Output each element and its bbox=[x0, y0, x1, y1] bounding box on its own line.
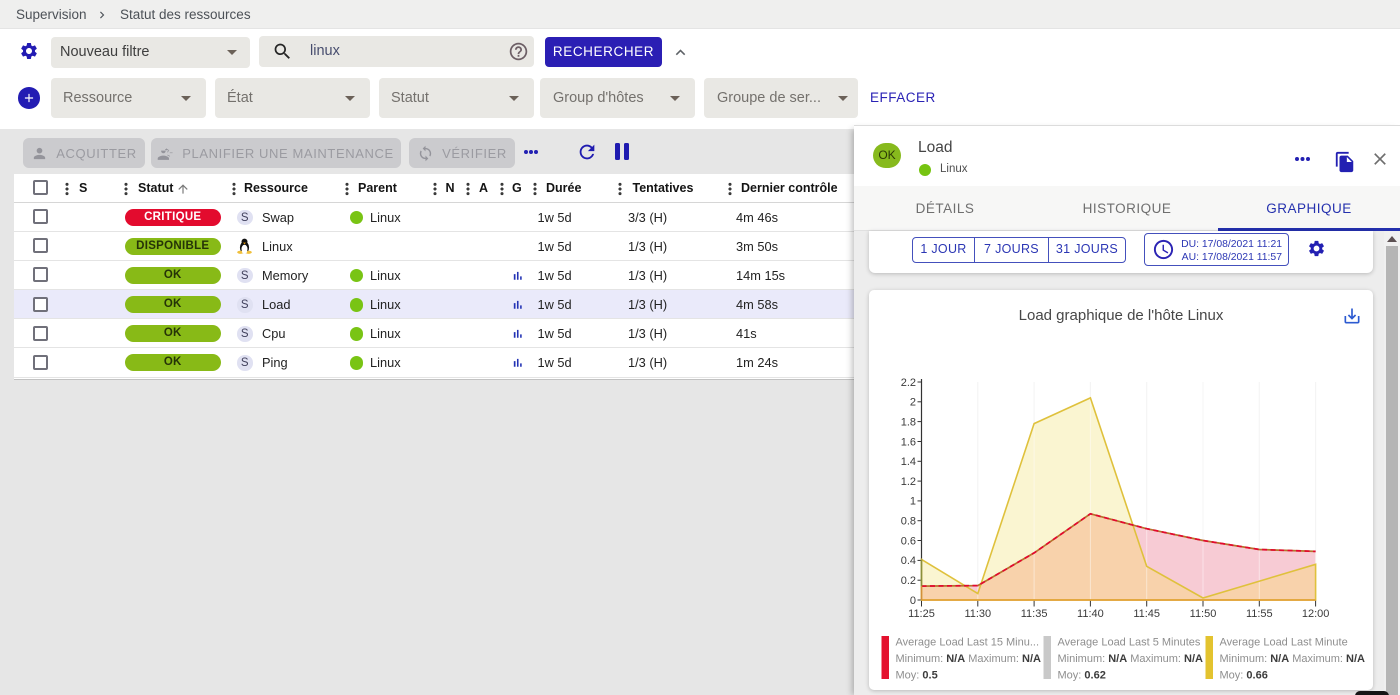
svg-text:2.2: 2.2 bbox=[901, 377, 916, 389]
svg-text:Minimum: N/A Maximum: N/A: Minimum: N/A Maximum: N/A bbox=[1220, 653, 1366, 665]
svg-text:0.2: 0.2 bbox=[901, 575, 916, 587]
svg-text:Average Load Last Minute: Average Load Last Minute bbox=[1220, 637, 1348, 649]
svg-text:11:35: 11:35 bbox=[1021, 608, 1048, 620]
svg-text:Moy: 0.62: Moy: 0.62 bbox=[1058, 670, 1106, 682]
svg-text:2: 2 bbox=[910, 397, 916, 409]
svg-text:Average Load Last 15 Minu...: Average Load Last 15 Minu... bbox=[896, 637, 1040, 649]
svg-text:0.4: 0.4 bbox=[901, 555, 916, 567]
svg-text:1: 1 bbox=[910, 496, 916, 508]
svg-text:Minimum: N/A Maximum: N/A: Minimum: N/A Maximum: N/A bbox=[896, 653, 1042, 665]
svg-text:0.6: 0.6 bbox=[901, 535, 916, 547]
svg-text:11:50: 11:50 bbox=[1190, 608, 1217, 620]
svg-text:1.4: 1.4 bbox=[901, 456, 916, 468]
svg-text:Minimum: N/A Maximum: N/A: Minimum: N/A Maximum: N/A bbox=[1058, 653, 1204, 665]
svg-text:1.2: 1.2 bbox=[901, 476, 916, 488]
svg-text:12:00: 12:00 bbox=[1302, 608, 1330, 620]
svg-text:11:55: 11:55 bbox=[1246, 608, 1273, 620]
svg-text:11:30: 11:30 bbox=[964, 608, 991, 620]
svg-text:1.8: 1.8 bbox=[901, 416, 916, 428]
svg-text:1.6: 1.6 bbox=[901, 436, 916, 448]
svg-text:0: 0 bbox=[910, 595, 916, 607]
svg-text:11:25: 11:25 bbox=[908, 608, 935, 620]
svg-text:Moy: 0.66: Moy: 0.66 bbox=[1220, 670, 1268, 682]
svg-text:Moy: 0.5: Moy: 0.5 bbox=[896, 670, 938, 682]
svg-text:11:40: 11:40 bbox=[1077, 608, 1104, 620]
svg-text:Average Load Last 5 Minutes: Average Load Last 5 Minutes bbox=[1058, 637, 1201, 649]
svg-text:0.8: 0.8 bbox=[901, 516, 916, 528]
svg-text:11:45: 11:45 bbox=[1133, 608, 1160, 620]
